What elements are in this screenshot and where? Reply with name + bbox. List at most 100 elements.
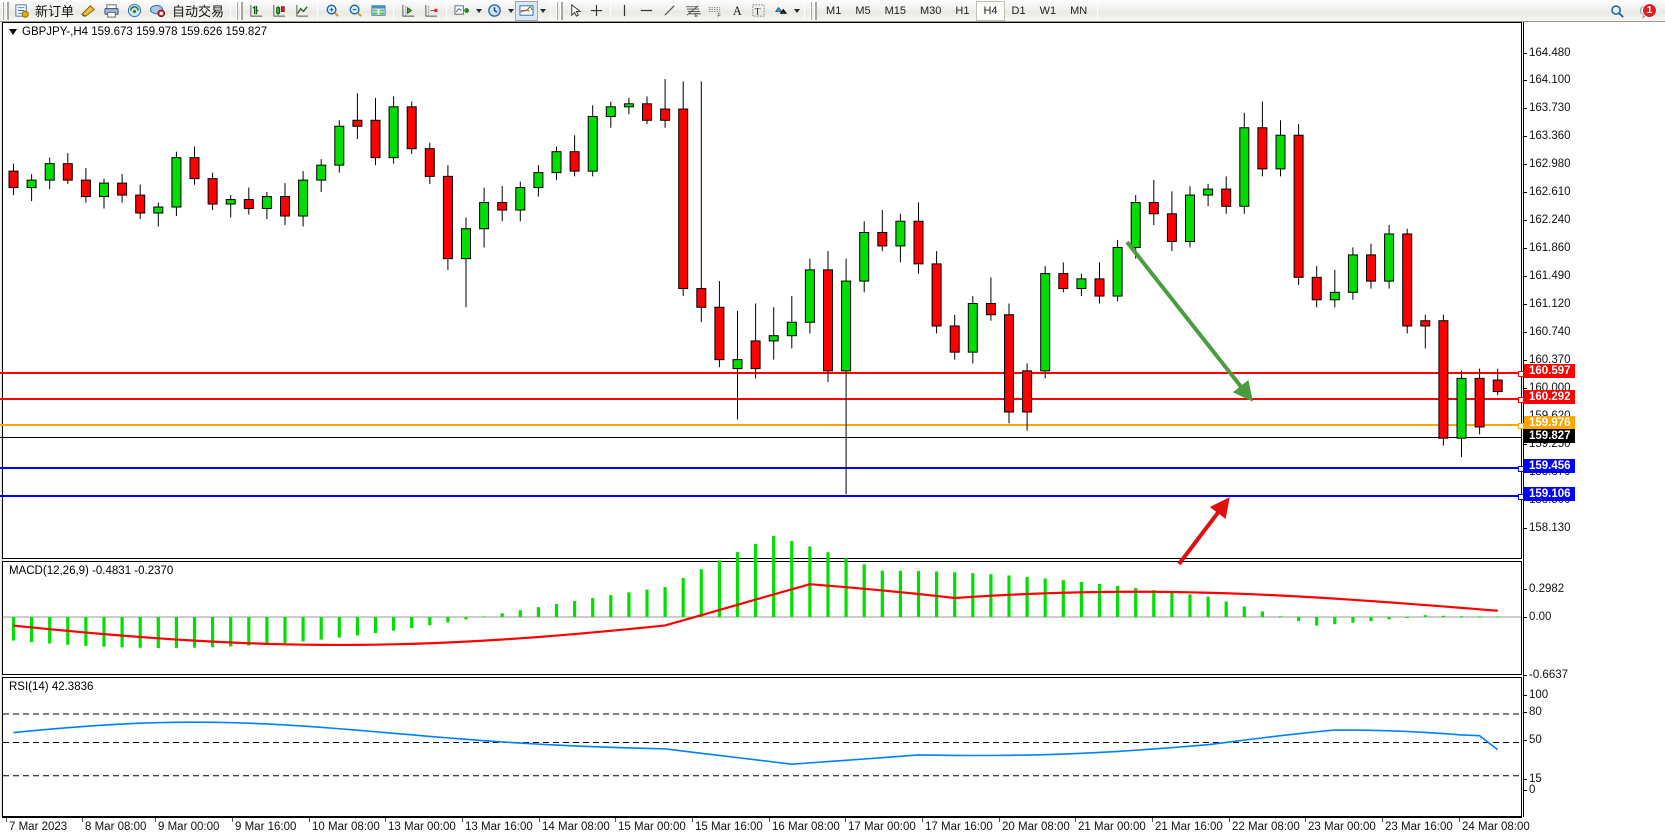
macd-histogram-bar	[48, 617, 52, 644]
data-window-icon[interactable]	[367, 1, 390, 21]
time-tick-label: 15 Mar 16:00	[695, 821, 763, 833]
macd-histogram-bar	[1134, 588, 1138, 617]
bullish-reversal-arrow[interactable]	[1177, 497, 1230, 566]
chevron-down-icon[interactable]	[9, 29, 17, 35]
symbol-header[interactable]: GBPJPY-,H4 159.673 159.978 159.626 159.8…	[9, 26, 267, 38]
templates-caret-icon[interactable]	[538, 1, 547, 21]
period-caret-icon[interactable]	[506, 1, 515, 21]
vertical-line-icon[interactable]	[614, 1, 635, 21]
time-tick	[769, 818, 770, 822]
text-box-icon[interactable]: T	[748, 1, 769, 21]
resistance-2-tag[interactable]: 160.597	[1524, 364, 1575, 378]
support-2-line[interactable]	[0, 494, 1524, 500]
candle-body	[80, 179, 91, 198]
bid-price-tag[interactable]: 159.827	[1524, 429, 1575, 443]
chart-canvas[interactable]: GBPJPY-,H4 159.673 159.978 159.626 159.8…	[0, 22, 1665, 839]
macd-histogram-bar	[1297, 617, 1301, 621]
templates-icon[interactable]	[515, 0, 539, 21]
axis-tick	[1523, 136, 1527, 137]
axis-tick	[1523, 304, 1527, 305]
timeframe-h1[interactable]: H1	[955, 4, 970, 17]
candle-body	[1402, 233, 1413, 327]
timeframe-w1[interactable]: W1	[1039, 4, 1057, 17]
pivot-line-tag[interactable]: 159.976	[1524, 416, 1575, 430]
macd-plot	[3, 535, 1521, 648]
horizontal-line-icon[interactable]	[635, 1, 658, 21]
crosshair-icon[interactable]	[586, 1, 607, 21]
time-tick	[1229, 818, 1230, 822]
candle-body	[605, 106, 616, 118]
price-tick-label: 161.120	[1529, 298, 1571, 310]
support-1-tag[interactable]: 159.456	[1524, 459, 1575, 473]
autoscroll-icon[interactable]	[397, 1, 420, 21]
macd-histogram-bar	[1260, 611, 1264, 617]
line-anchor-handle[interactable]	[1518, 494, 1524, 500]
support-1-line[interactable]	[0, 466, 1524, 472]
candle-body	[1492, 379, 1503, 393]
trendline-icon[interactable]	[658, 1, 681, 21]
macd-histogram-bar	[627, 592, 631, 617]
svg-text:E: E	[694, 13, 698, 18]
text-label-icon[interactable]: A	[727, 1, 748, 21]
price-axis[interactable]: 164.480 164.100 163.730 163.360 162.980 162.6…	[1523, 22, 1665, 817]
toolbar-grip-4[interactable]	[810, 1, 818, 20]
macd-histogram-bar	[681, 578, 685, 617]
bearish-trend-arrow[interactable]	[1125, 240, 1253, 402]
zoom-in-icon[interactable]	[321, 1, 344, 21]
zoom-out-icon[interactable]	[344, 1, 367, 21]
fibonacci-icon[interactable]: E	[681, 1, 704, 21]
chart-shift-icon[interactable]	[420, 1, 443, 21]
new-order-icon[interactable]	[11, 1, 32, 21]
shapes-caret-icon[interactable]	[792, 1, 801, 21]
printer-icon[interactable]	[100, 1, 123, 21]
timeframe-m15[interactable]: M15	[884, 4, 906, 17]
search-icon[interactable]	[1606, 1, 1629, 21]
channel-icon[interactable]: F	[704, 1, 727, 21]
resistance-1-line[interactable]	[0, 397, 1524, 403]
timeframe-mn[interactable]: MN	[1070, 4, 1088, 17]
cursor-icon[interactable]	[565, 1, 586, 21]
toolbar-grip-2[interactable]	[236, 1, 244, 20]
line-chart-icon[interactable]	[291, 1, 314, 21]
signal-icon[interactable]	[123, 1, 146, 21]
autotrading-label[interactable]: 自动交易	[172, 4, 225, 19]
candlestick-chart-icon[interactable]	[268, 1, 291, 21]
toolbar-grip[interactable]	[2, 1, 9, 20]
support-2-tag[interactable]: 159.106	[1524, 487, 1575, 501]
timeframe-m30[interactable]: M30	[920, 4, 942, 17]
resistance-2-line[interactable]	[0, 371, 1524, 377]
macd-histogram-bar	[84, 617, 88, 646]
add-indicator-caret-icon[interactable]	[474, 1, 483, 21]
timeframe-h4[interactable]: H4	[976, 0, 1005, 21]
rsi-pane[interactable]: RSI(14) 42.3836	[2, 677, 1522, 817]
line-anchor-handle[interactable]	[1518, 397, 1524, 403]
alerts-icon[interactable]: 1	[1635, 1, 1661, 21]
period-clock-icon[interactable]	[483, 1, 506, 21]
macd-histogram-bar	[1188, 594, 1192, 617]
candle-body	[1347, 254, 1358, 293]
line-anchor-handle[interactable]	[1518, 371, 1524, 377]
timeframe-m1[interactable]: M1	[826, 4, 842, 17]
price-tick-label: 162.980	[1529, 158, 1571, 170]
timeframe-m5[interactable]: M5	[855, 4, 871, 17]
pencil-icon[interactable]	[77, 1, 100, 21]
pivot-line-line[interactable]	[0, 423, 1524, 429]
time-axis[interactable]: 7 Mar 2023 8 Mar 08:00 9 Mar 00:00 9 Mar 16…	[2, 817, 1530, 839]
svg-text:T: T	[755, 7, 761, 17]
macd-pane[interactable]: MACD(12,26,9) -0.4831 -0.2370	[2, 535, 1522, 675]
line-anchor-handle[interactable]	[1518, 466, 1524, 472]
bar-chart-icon[interactable]	[245, 1, 268, 21]
macd-histogram-bar	[301, 617, 305, 642]
expert-advisor-icon[interactable]	[146, 1, 169, 21]
resistance-1-tag[interactable]: 160.292	[1524, 390, 1575, 404]
toolbar-grip-3[interactable]	[556, 1, 564, 20]
line-anchor-handle[interactable]	[1518, 423, 1524, 429]
candle-body	[587, 116, 598, 172]
price-pane[interactable]: GBPJPY-,H4 159.673 159.978 159.626 159.8…	[2, 22, 1522, 566]
candle-body	[370, 119, 381, 159]
add-indicator-icon[interactable]	[450, 1, 474, 21]
bid-price-line[interactable]	[0, 437, 1521, 438]
shapes-icon[interactable]	[769, 1, 792, 21]
timeframe-d1[interactable]: D1	[1011, 4, 1026, 17]
new-order-label[interactable]: 新订单	[35, 4, 75, 19]
